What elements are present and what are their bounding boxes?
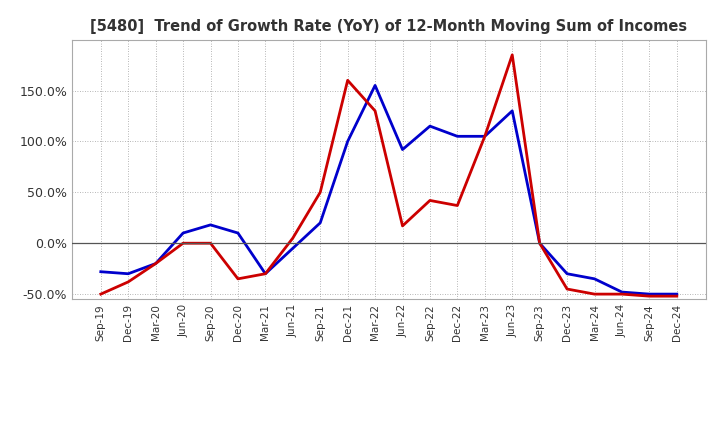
Ordinary Income Growth Rate	[618, 290, 626, 295]
Ordinary Income Growth Rate	[480, 134, 489, 139]
Ordinary Income Growth Rate	[233, 231, 242, 236]
Ordinary Income Growth Rate	[179, 231, 187, 236]
Net Income Growth Rate	[618, 291, 626, 297]
Net Income Growth Rate	[590, 291, 599, 297]
Ordinary Income Growth Rate	[343, 139, 352, 144]
Net Income Growth Rate	[453, 203, 462, 208]
Net Income Growth Rate	[343, 78, 352, 83]
Ordinary Income Growth Rate	[563, 271, 572, 276]
Ordinary Income Growth Rate	[645, 291, 654, 297]
Ordinary Income Growth Rate	[289, 246, 297, 251]
Net Income Growth Rate	[96, 291, 105, 297]
Net Income Growth Rate	[672, 293, 681, 299]
Net Income Growth Rate	[480, 134, 489, 139]
Net Income Growth Rate	[536, 241, 544, 246]
Ordinary Income Growth Rate	[398, 147, 407, 152]
Ordinary Income Growth Rate	[536, 241, 544, 246]
Ordinary Income Growth Rate	[124, 271, 132, 276]
Ordinary Income Growth Rate	[261, 271, 270, 276]
Net Income Growth Rate	[179, 241, 187, 246]
Ordinary Income Growth Rate	[151, 261, 160, 266]
Net Income Growth Rate	[206, 241, 215, 246]
Net Income Growth Rate	[508, 52, 516, 58]
Net Income Growth Rate	[426, 198, 434, 203]
Line: Ordinary Income Growth Rate: Ordinary Income Growth Rate	[101, 85, 677, 294]
Title: [5480]  Trend of Growth Rate (YoY) of 12-Month Moving Sum of Incomes: [5480] Trend of Growth Rate (YoY) of 12-…	[90, 19, 688, 34]
Ordinary Income Growth Rate	[371, 83, 379, 88]
Net Income Growth Rate	[124, 279, 132, 285]
Net Income Growth Rate	[261, 271, 270, 276]
Ordinary Income Growth Rate	[453, 134, 462, 139]
Net Income Growth Rate	[398, 223, 407, 228]
Ordinary Income Growth Rate	[96, 269, 105, 275]
Ordinary Income Growth Rate	[508, 108, 516, 114]
Ordinary Income Growth Rate	[590, 276, 599, 282]
Line: Net Income Growth Rate: Net Income Growth Rate	[101, 55, 677, 296]
Ordinary Income Growth Rate	[672, 291, 681, 297]
Ordinary Income Growth Rate	[206, 222, 215, 227]
Ordinary Income Growth Rate	[316, 220, 325, 225]
Net Income Growth Rate	[645, 293, 654, 299]
Net Income Growth Rate	[289, 235, 297, 241]
Net Income Growth Rate	[563, 286, 572, 292]
Ordinary Income Growth Rate	[426, 124, 434, 129]
Net Income Growth Rate	[371, 108, 379, 114]
Net Income Growth Rate	[316, 190, 325, 195]
Net Income Growth Rate	[151, 261, 160, 266]
Net Income Growth Rate	[233, 276, 242, 282]
